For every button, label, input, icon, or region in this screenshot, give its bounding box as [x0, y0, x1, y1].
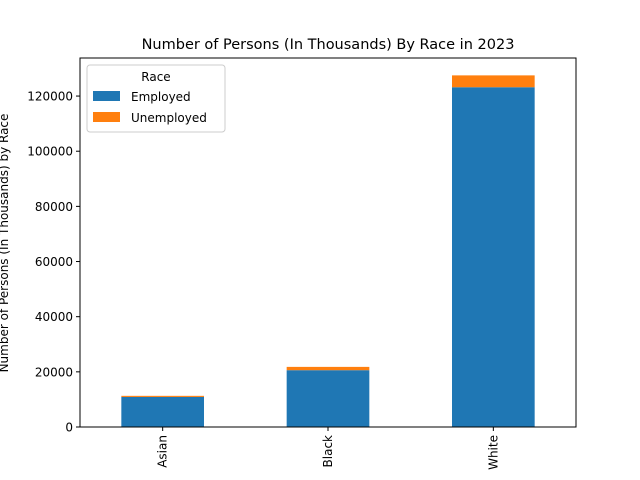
x-axis-ticks: Asian Black White: [156, 427, 500, 470]
y-axis-ticks: 0 20000 40000 60000 80000 100000 120000: [27, 90, 80, 435]
y-axis-label: Number of Persons (In Thousands) by Race: [0, 114, 11, 373]
bar-unemployed-asian: [121, 395, 204, 397]
y-tick-label: 100000: [27, 145, 73, 159]
bar-employed-asian: [121, 396, 204, 427]
legend: Race Employed Unemployed: [86, 64, 226, 133]
legend-swatch-unemployed: [93, 112, 120, 122]
plot-frame: [79, 57, 577, 428]
bar-unemployed-black: [286, 366, 370, 371]
chart-title: Number of Persons (In Thousands) By Race…: [142, 37, 515, 53]
legend-swatch-employed: [93, 91, 120, 101]
x-tick-label: Asian: [156, 435, 170, 468]
y-tick-label: 60000: [35, 255, 73, 269]
y-tick-label: 80000: [35, 200, 73, 214]
bar-employed-white: [452, 87, 535, 427]
legend-title: Race: [141, 70, 170, 84]
x-tick-label: Black: [321, 435, 335, 468]
y-tick-label: 0: [65, 421, 73, 435]
y-tick-label: 120000: [27, 90, 73, 104]
bar-employed-black: [286, 370, 370, 427]
legend-box: [86, 64, 226, 133]
legend-label-employed: Employed: [131, 90, 191, 104]
x-tick-label: White: [486, 435, 500, 470]
bars-group: [121, 75, 535, 427]
y-tick-label: 40000: [35, 310, 73, 324]
bar-unemployed-white: [452, 75, 535, 88]
y-tick-label: 20000: [35, 365, 73, 379]
legend-label-unemployed: Unemployed: [131, 111, 207, 125]
